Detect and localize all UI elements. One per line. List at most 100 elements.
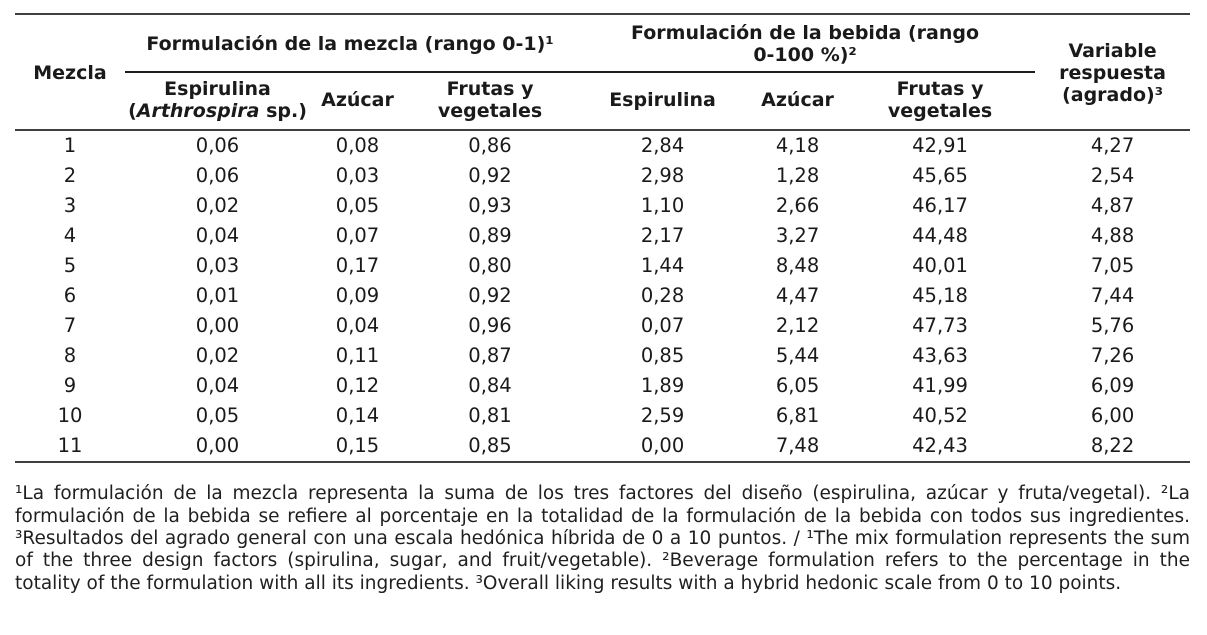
- table-cell: 2,59: [640, 404, 685, 428]
- table-row: 3 0,02 0,05 0,93 1,10 2,66 46,17 4,87: [15, 191, 1190, 221]
- table-cell: 0,02: [195, 194, 240, 218]
- column-header-mezcla: Mezcla: [33, 62, 107, 85]
- table-cell: 2,66: [775, 194, 820, 218]
- table-cell: 0,84: [468, 374, 512, 398]
- column-header-frutas-mix: Frutas y vegetales: [405, 72, 575, 130]
- column-header-espirulina-beverage: Espirulina: [609, 89, 716, 112]
- table-cell: 2,12: [775, 314, 820, 338]
- table-row: 6 0,01 0,09 0,92 0,28 4,47 45,18 7,44: [15, 281, 1190, 311]
- table-row: 11 0,00 0,15 0,85 0,00 7,48 42,43 8,22: [15, 431, 1190, 462]
- column-header-azucar-beverage: Azúcar: [761, 89, 834, 112]
- table-cell: 2,17: [640, 224, 685, 248]
- table-cell: 1,10: [640, 194, 685, 218]
- table-cell: 43,63: [912, 344, 968, 368]
- table-cell: 44,48: [912, 224, 968, 248]
- table-cell: 0,85: [468, 434, 512, 458]
- table-cell: 0,85: [640, 344, 685, 368]
- table-cell: 0,01: [195, 284, 240, 308]
- table-cell: 0,81: [468, 404, 512, 428]
- column-header-azucar-mix: Azúcar: [321, 89, 394, 112]
- table-cell: 0,14: [335, 404, 380, 428]
- table-cell: 7,26: [1090, 344, 1135, 368]
- table-cell: 6,09: [1090, 374, 1135, 398]
- table-body: 1 0,06 0,08 0,86 2,84 4,18 42,91 4,27 2 0,06 0,03 0…: [15, 130, 1191, 463]
- table-cell: 0,03: [195, 254, 240, 278]
- table-cell: 45,18: [912, 284, 968, 308]
- table-cell: 5,44: [775, 344, 820, 368]
- table-cell: 0,12: [335, 374, 380, 398]
- table-cell: 0,11: [335, 344, 380, 368]
- table-cell: 4,87: [1090, 194, 1135, 218]
- table-cell: 0,15: [335, 434, 380, 458]
- table-cell: 4: [63, 224, 77, 248]
- table-cell: 0,87: [468, 344, 512, 368]
- table-cell: 0,00: [195, 434, 240, 458]
- table-cell: 0,06: [195, 134, 240, 158]
- group-header-mix-label: Formulación de la mezcla (rango 0-1)¹: [146, 33, 554, 56]
- frutas-beverage-label: Frutas y vegetales: [887, 78, 993, 123]
- table-row: 5 0,03 0,17 0,80 1,44 8,48 40,01 7,05: [15, 251, 1190, 281]
- table-row: 1 0,06 0,08 0,86 2,84 4,18 42,91 4,27: [15, 130, 1190, 161]
- table-row: 4 0,04 0,07 0,89 2,17 3,27 44,48 4,88: [15, 221, 1190, 251]
- table-cell: 4,88: [1090, 224, 1135, 248]
- group-header-mix: Formulación de la mezcla (rango 0-1)¹: [125, 14, 576, 74]
- table-cell: 0,02: [195, 344, 240, 368]
- table-row: 8 0,02 0,11 0,87 0,85 5,44 43,63 7,26: [15, 341, 1190, 371]
- table-cell: 0,96: [468, 314, 512, 338]
- sub-header-row: Espirulina (Arthrospira sp.) Azúcar Frut…: [15, 72, 1190, 130]
- table-cell: 0,00: [195, 314, 240, 338]
- table-header: Mezcla Formulación de la mezcla (rango 0…: [15, 14, 1190, 130]
- table-cell: 40,52: [912, 404, 968, 428]
- table-cell: 3,27: [775, 224, 820, 248]
- column-header-espirulina-mix: Espirulina (Arthrospira sp.): [125, 72, 310, 130]
- latin-genus: Arthrospira: [136, 100, 260, 123]
- latin-open-paren: (: [128, 100, 137, 123]
- table-cell: 3: [63, 194, 77, 218]
- table-cell: 1,28: [775, 164, 820, 188]
- table-cell: 7,48: [775, 434, 820, 458]
- table-cell: 0,03: [335, 164, 380, 188]
- table-cell: 2,54: [1090, 164, 1135, 188]
- group-header-beverage: Formulación de la bebida (rango 0-100 %)…: [575, 14, 1036, 74]
- table-cell: 45,65: [912, 164, 968, 188]
- table-cell: 7,44: [1090, 284, 1135, 308]
- column-header-frutas-beverage: Frutas y vegetales: [845, 72, 1035, 130]
- group-header-beverage-line2: 0-100 %)²: [753, 44, 857, 67]
- table-cell: 5: [63, 254, 77, 278]
- table-cell: 0,17: [335, 254, 380, 278]
- table-cell: 0,08: [335, 134, 380, 158]
- table-cell: 7: [63, 314, 77, 338]
- table-cell: 6,05: [775, 374, 820, 398]
- table-cell: 0,09: [335, 284, 380, 308]
- table-cell: 0,06: [195, 164, 240, 188]
- table-row: 9 0,04 0,12 0,84 1,89 6,05 41,99 6,09: [15, 371, 1190, 401]
- table-cell: 1,89: [640, 374, 685, 398]
- table-cell: 2: [63, 164, 77, 188]
- table-cell: 0,04: [195, 224, 240, 248]
- table-cell: 0,28: [640, 284, 685, 308]
- table-row: 10 0,05 0,14 0,81 2,59 6,81 40,52 6,00: [15, 401, 1190, 431]
- table-footnote: ¹La formulación de la mezcla representa …: [15, 483, 1190, 594]
- formulation-table: Mezcla Formulación de la mezcla (rango 0…: [15, 13, 1191, 463]
- table-cell: 40,01: [912, 254, 968, 278]
- table-cell: 46,17: [912, 194, 968, 218]
- table-cell: 1: [63, 134, 77, 158]
- table-row: 2 0,06 0,03 0,92 2,98 1,28 45,65 2,54: [15, 161, 1190, 191]
- table-cell: 8,48: [775, 254, 820, 278]
- table-cell: 42,91: [912, 134, 968, 158]
- table-cell: 5,76: [1090, 314, 1135, 338]
- table-cell: 0,92: [468, 164, 512, 188]
- table-cell: 0,00: [640, 434, 685, 458]
- table-cell: 4,47: [775, 284, 820, 308]
- table-cell: 0,07: [335, 224, 380, 248]
- group-header-beverage-line1: Formulación de la bebida (rango: [631, 22, 980, 44]
- table-cell: 47,73: [912, 314, 968, 338]
- group-header-row: Mezcla Formulación de la mezcla (rango 0…: [15, 14, 1190, 106]
- table-cell: 4,27: [1090, 134, 1135, 158]
- frutas-mix-label: Frutas y vegetales: [437, 78, 543, 123]
- table-cell: 11: [57, 434, 83, 458]
- table-cell: 9: [63, 374, 77, 398]
- table-cell: 0,07: [640, 314, 685, 338]
- table-cell: 0,92: [468, 284, 512, 308]
